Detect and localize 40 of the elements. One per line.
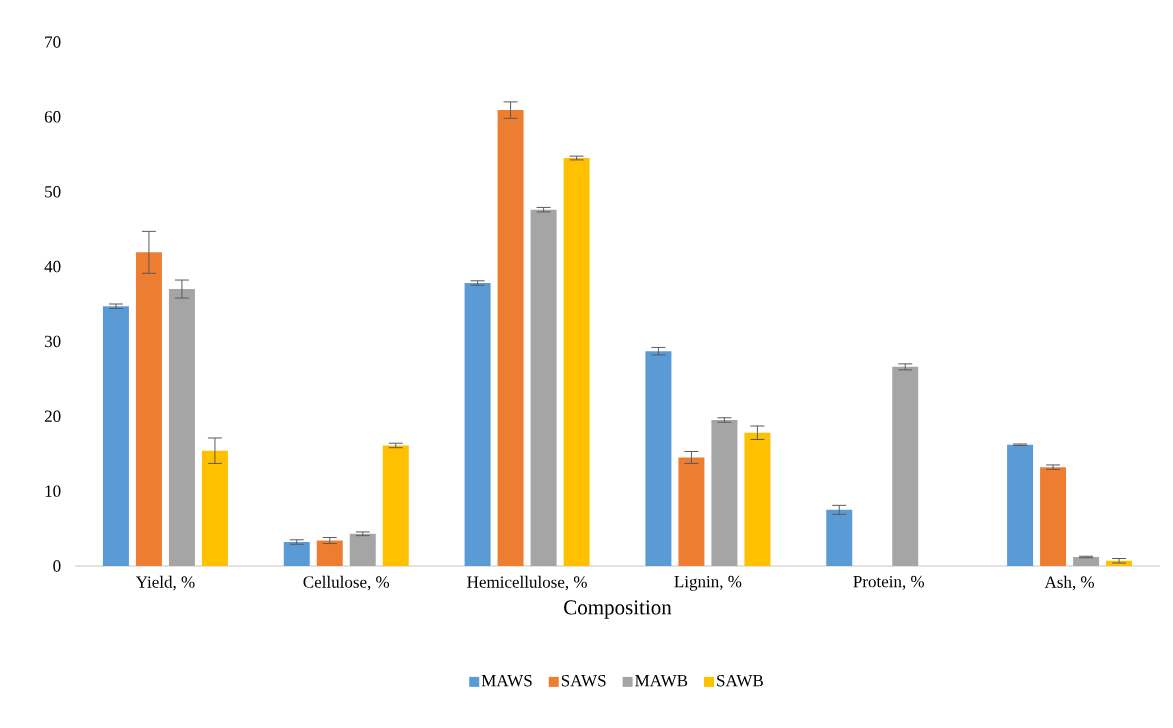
bar [678, 457, 705, 566]
bar [382, 445, 409, 566]
bar [530, 209, 557, 566]
bar [102, 306, 129, 566]
y-tick-label: 20 [44, 410, 61, 423]
legend-label: MAWB [635, 674, 688, 687]
bar [201, 450, 228, 566]
bar [563, 158, 590, 566]
bar [826, 509, 853, 566]
bar [645, 351, 672, 566]
y-tick-label: 50 [45, 185, 61, 198]
x-tick-label: Lignin, % [674, 575, 742, 591]
y-tick-label: 70 [45, 36, 61, 48]
legend-label: SAWB [717, 674, 763, 687]
bar [168, 289, 195, 566]
y-tick-label: 10 [45, 485, 61, 497]
bar [1040, 467, 1067, 566]
y-tick-label: 0 [53, 560, 61, 572]
bar [283, 542, 310, 566]
bar [744, 432, 771, 566]
bar [464, 283, 491, 566]
x-tick-label: Hemicellulose, % [467, 575, 587, 591]
x-tick-label: Cellulose, % [303, 575, 390, 591]
bar [316, 540, 343, 566]
bar [711, 420, 738, 566]
bar [349, 533, 376, 566]
bar [497, 110, 524, 566]
legend-label: SAWS [561, 674, 606, 687]
x-tick-label: Protein, % [853, 575, 925, 590]
x-axis-title: Composition [564, 600, 672, 619]
x-tick-label: Yield, % [135, 575, 195, 591]
bar [1007, 444, 1034, 566]
x-tick-label: Ash, % [1044, 575, 1094, 591]
y-tick-label: 40 [44, 260, 61, 273]
y-tick-label: 30 [44, 335, 61, 348]
y-tick-label: 60 [44, 111, 61, 123]
bar [1073, 557, 1100, 566]
legend-label: MAWS [481, 674, 532, 687]
bar [892, 366, 919, 566]
bar [135, 252, 162, 566]
